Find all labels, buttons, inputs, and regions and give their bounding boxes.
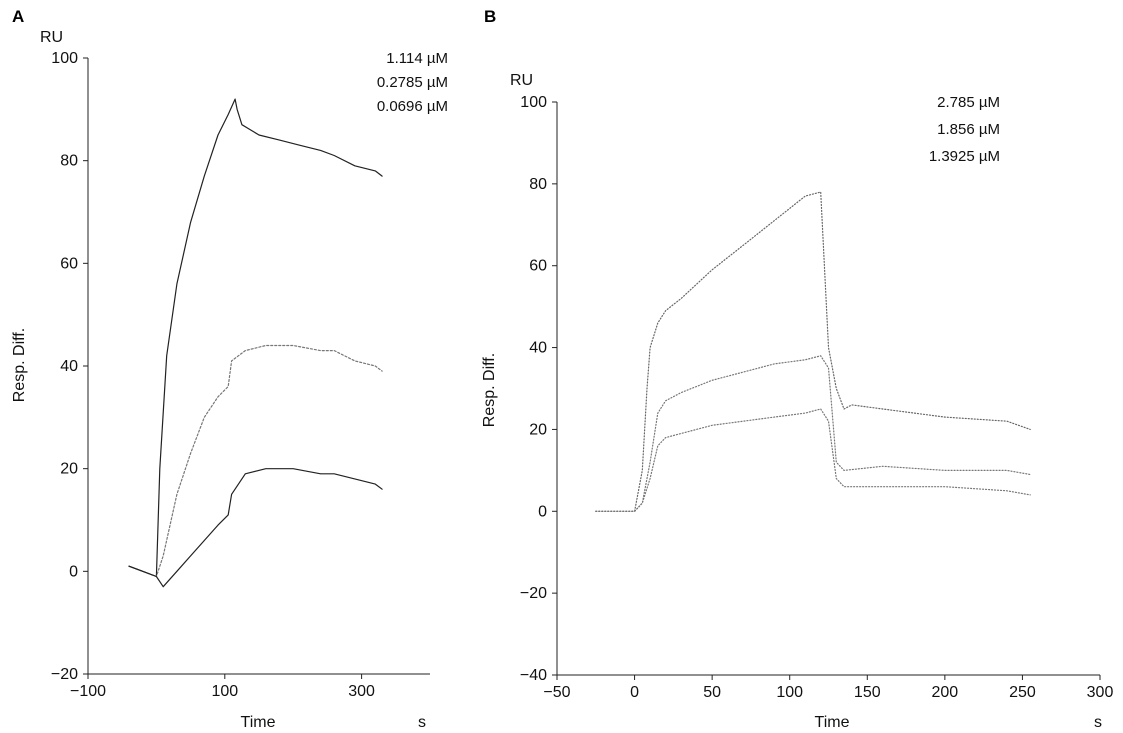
panel-a-x-label: Time: [241, 714, 276, 731]
panel-b-legend-item: 2.785 µM: [937, 94, 1000, 111]
panel-a-legend-item: 0.2785 µM: [377, 74, 448, 91]
panel-a-legend-item: 0.0696 µM: [377, 98, 448, 115]
panel-b-y-tick-label: 60: [529, 258, 547, 275]
panel-a-y-unit: RU: [40, 29, 63, 46]
panel-a-series-line-1: [128, 98, 383, 578]
panel-b-legend-item: 1.856 µM: [937, 121, 1000, 138]
panel-a-label: A: [12, 7, 24, 26]
panel-b-legend: 2.785 µM 1.856 µM 1.3925 µM: [929, 94, 1000, 165]
panel-b-y-tick-label: −20: [520, 585, 547, 602]
panel-a-series-line-3: [128, 468, 383, 588]
panel-b-y-label: Resp. Diff.: [481, 353, 498, 427]
panel-a-series-line-2: [128, 344, 383, 578]
panel-a-series: [128, 98, 383, 588]
panel-a-y-ticks: −20 0 20 40 60 80 100: [51, 50, 88, 683]
panel-b-y-unit: RU: [510, 72, 533, 89]
panel-a-y-tick-label: 100: [51, 50, 78, 67]
panel-b-x-tick-label: 300: [1087, 684, 1114, 701]
panel-a-y-tick-label: 0: [69, 563, 78, 580]
panel-b-y-tick-label: 40: [529, 340, 547, 357]
panel-b-y-tick-label: 0: [538, 503, 547, 520]
panel-b-x-unit: s: [1094, 714, 1102, 731]
panel-b-x-label: Time: [815, 714, 850, 731]
panel-b-legend-item: 1.3925 µM: [929, 148, 1000, 165]
panel-b-x-tick-label: 50: [703, 684, 721, 701]
panel-a-legend: 1.114 µM 0.2785 µM 0.0696 µM: [377, 50, 448, 115]
panel-a-y-label: Resp. Diff.: [11, 328, 28, 402]
panel-b-y-tick-label: 100: [520, 94, 547, 111]
panel-a-x-tick-label: −100: [70, 683, 106, 700]
panel-b-x-ticks: −50 0 50 100 150 200 250 300: [543, 675, 1113, 701]
panel-b-x-tick-label: 250: [1009, 684, 1036, 701]
panel-b-series-line-3: [595, 408, 1031, 512]
panel-a-y-tick-label: 20: [60, 461, 78, 478]
panel-b-x-tick-label: 200: [932, 684, 959, 701]
panel-b-x-tick-label: 150: [854, 684, 881, 701]
panel-b-series: [595, 191, 1031, 512]
panel-b-y-tick-label: −40: [520, 667, 547, 684]
panel-a-y-tick-label: 40: [60, 358, 78, 375]
panel-b-y-tick-label: 20: [529, 421, 547, 438]
panel-a-y-tick-label: 60: [60, 255, 78, 272]
panel-b-y-tick-label: 80: [529, 176, 547, 193]
panel-b-y-ticks: −40 −20 0 20 40 60 80 100: [520, 94, 557, 684]
panel-a-x-tick-label: 300: [348, 683, 375, 700]
panel-b-x-tick-label: −50: [543, 684, 570, 701]
panel-b-series-line-2: [595, 355, 1031, 512]
panel-a-x-tick-label: 100: [211, 683, 238, 700]
panel-a-x-unit: s: [418, 714, 426, 731]
panel-b-x-tick-label: 100: [776, 684, 803, 701]
panel-b: B RU Resp. Diff. Time s −40 −20 0 20 40 60 80 1…: [481, 7, 1113, 731]
panel-a-legend-item: 1.114 µM: [386, 50, 448, 67]
panel-a-x-ticks: −100 100 300: [70, 674, 375, 700]
panel-a: A RU Resp. Diff. Time s −20020406080100 …: [11, 7, 448, 731]
panel-b-label: B: [484, 7, 496, 26]
panel-b-series-line-1: [595, 191, 1031, 512]
panel-a-y-tick-label: −20: [51, 666, 78, 683]
panel-a-y-tick-label: 80: [60, 153, 78, 170]
panel-b-x-tick-label: 0: [630, 684, 639, 701]
